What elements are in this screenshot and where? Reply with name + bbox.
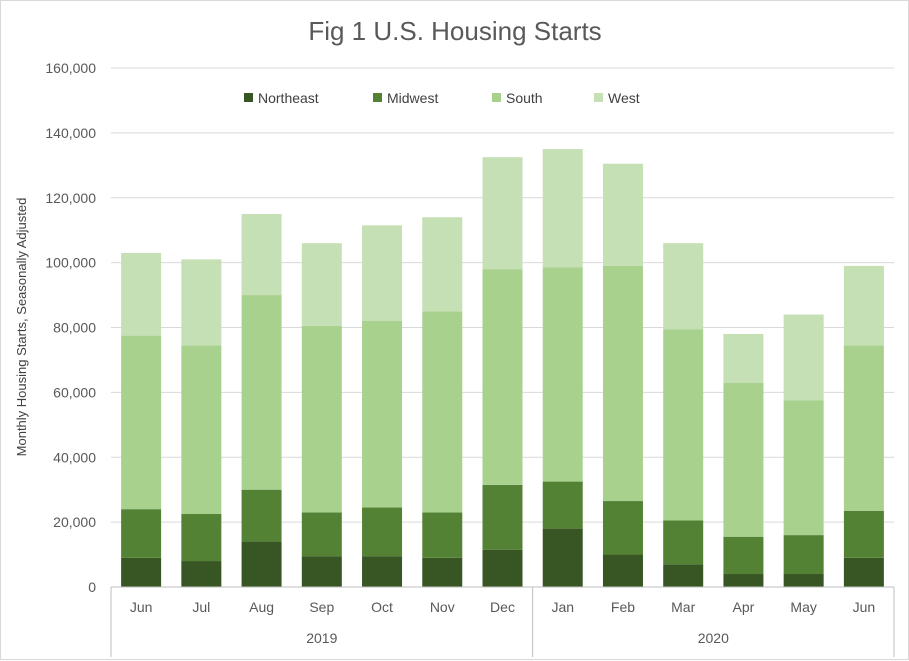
legend-label-northeast: Northeast	[258, 90, 319, 106]
bar-west	[542, 149, 583, 268]
bar-south	[362, 321, 403, 508]
bar-midwest	[422, 512, 463, 558]
bar-west	[482, 157, 523, 270]
x-tick-label: Jul	[192, 599, 210, 615]
legend-swatch-northeast	[244, 93, 253, 102]
bar-midwest	[723, 536, 764, 575]
bar-northeast	[241, 541, 282, 587]
bar-midwest	[301, 512, 342, 557]
x-tick-label: Jan	[551, 599, 574, 615]
bar-northeast	[422, 557, 463, 587]
y-tick-label: 140,000	[45, 125, 96, 141]
bar-south	[482, 269, 523, 485]
bar-south	[121, 335, 162, 510]
y-tick-label: 80,000	[53, 320, 96, 336]
x-tick-label: Apr	[733, 599, 755, 615]
bar-midwest	[783, 535, 824, 575]
bar-northeast	[542, 528, 583, 587]
y-tick-label: 40,000	[53, 449, 96, 465]
bar-midwest	[663, 520, 704, 565]
legend-label-west: West	[608, 90, 640, 106]
x-tick-label: Sep	[309, 599, 334, 615]
bar-west	[723, 333, 764, 383]
x-tick-label: Oct	[371, 599, 393, 615]
bar-south	[602, 265, 643, 502]
y-tick-label: 60,000	[53, 384, 96, 400]
bar-south	[843, 345, 884, 511]
y-tick-label: 160,000	[45, 60, 96, 76]
x-tick-label: Jun	[130, 599, 153, 615]
bar-west	[121, 252, 162, 336]
x-tick-label: Feb	[611, 599, 635, 615]
bar-midwest	[241, 489, 282, 542]
y-tick-label: 120,000	[45, 190, 96, 206]
bar-midwest	[843, 510, 884, 558]
bar-west	[783, 314, 824, 401]
x-tick-label: Nov	[430, 599, 455, 615]
bars-layer	[121, 149, 884, 587]
bar-midwest	[602, 501, 643, 555]
y-tick-label: 0	[88, 579, 96, 595]
bar-northeast	[723, 574, 764, 587]
bar-west	[843, 265, 884, 346]
legend-swatch-midwest	[373, 93, 382, 102]
x-group-label: 2019	[306, 630, 337, 646]
legend: Northeast Midwest South West	[244, 90, 640, 106]
bar-northeast	[482, 549, 523, 587]
grid-layer: 0 20,000 40,000 60,000 80,000 100,000 120,000 1…	[45, 60, 894, 595]
y-tick-label: 100,000	[45, 255, 96, 271]
bar-northeast	[663, 564, 704, 587]
bar-west	[181, 259, 222, 346]
bar-south	[241, 295, 282, 490]
bar-midwest	[181, 514, 222, 562]
bar-midwest	[482, 484, 523, 550]
x-group-label: 2020	[698, 630, 729, 646]
bar-midwest	[121, 509, 162, 558]
x-tick-label: May	[790, 599, 816, 615]
bar-northeast	[181, 561, 222, 587]
bar-northeast	[843, 557, 884, 587]
x-tick-label: Mar	[671, 599, 695, 615]
bar-west	[663, 243, 704, 330]
bar-northeast	[602, 554, 643, 587]
y-tick-label: 20,000	[53, 514, 96, 530]
bar-northeast	[362, 556, 403, 587]
legend-label-south: South	[506, 90, 543, 106]
x-tick-label: Aug	[249, 599, 274, 615]
bar-south	[181, 345, 222, 515]
chart-title: Fig 1 U.S. Housing Starts	[308, 16, 601, 46]
bar-west	[362, 225, 403, 322]
bar-south	[663, 329, 704, 521]
bar-south	[422, 311, 463, 513]
x-axis: Jun Jul Aug Sep Oct Nov Dec Jan Feb Mar Apr May Jun 2…	[110, 586, 895, 657]
x-tick-label: Dec	[490, 599, 515, 615]
legend-swatch-west	[594, 93, 603, 102]
bar-west	[301, 243, 342, 326]
y-axis-label: Monthly Housing Starts, Seasonally Adjus…	[14, 198, 29, 457]
bar-west	[241, 213, 282, 296]
legend-label-midwest: Midwest	[387, 90, 438, 106]
legend-swatch-south	[492, 93, 501, 102]
bar-south	[542, 267, 583, 482]
bar-south	[301, 325, 342, 513]
bar-northeast	[121, 557, 162, 587]
bar-northeast	[783, 574, 824, 587]
x-tick-label: Jun	[853, 599, 876, 615]
bar-northeast	[301, 556, 342, 587]
bar-south	[723, 382, 764, 537]
bar-west	[422, 217, 463, 312]
bar-midwest	[362, 507, 403, 557]
bar-west	[602, 163, 643, 266]
bar-midwest	[542, 481, 583, 529]
bar-south	[783, 400, 824, 536]
